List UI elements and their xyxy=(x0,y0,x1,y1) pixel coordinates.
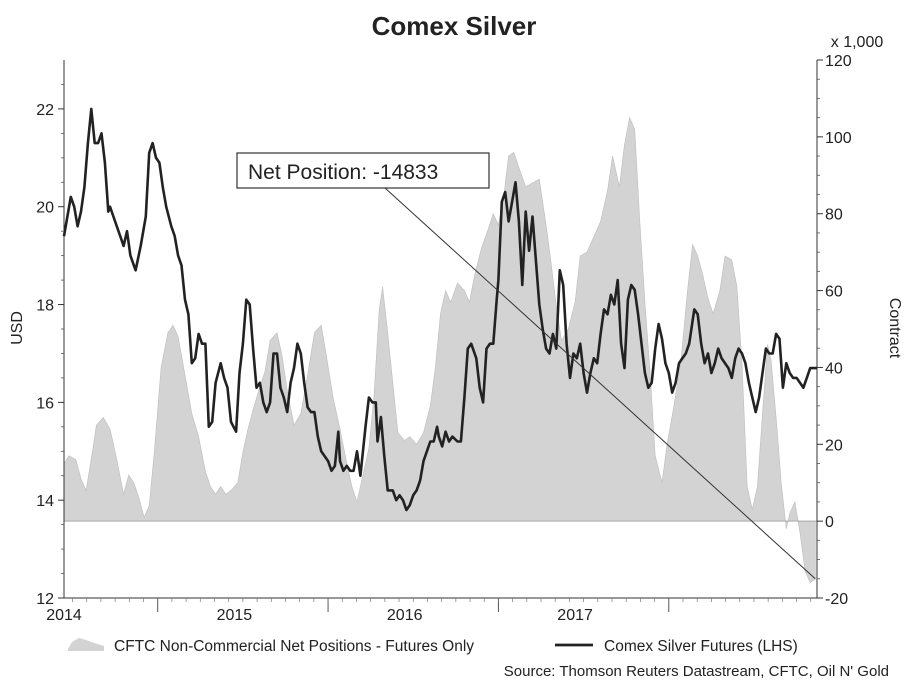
left-tick-label: 14 xyxy=(36,493,54,510)
right-tick-label: 20 xyxy=(825,437,843,454)
x-tick-label: 2017 xyxy=(557,607,593,624)
right-tick-label: 40 xyxy=(825,360,843,377)
net-positions-area-layer xyxy=(63,116,817,584)
chart-title: Comex Silver xyxy=(372,11,537,41)
legend: CFTC Non-Commercial Net Positions - Futu… xyxy=(68,638,798,655)
left-tick-label: 18 xyxy=(36,298,54,315)
right-tick-label: 120 xyxy=(825,53,852,70)
left-axis-title: USD xyxy=(9,311,26,345)
source-note: Source: Thomson Reuters Datastream, CFTC… xyxy=(504,663,889,680)
right-tick-label: 100 xyxy=(825,130,852,147)
legend-area-swatch xyxy=(68,638,104,651)
right-tick-label: 80 xyxy=(825,207,843,224)
annotation-box: Net Position: -14833 xyxy=(236,152,490,189)
right-tick-label: 0 xyxy=(825,514,834,531)
legend-net-positions: CFTC Non-Commercial Net Positions - Futu… xyxy=(114,638,474,655)
legend-silver-futures: Comex Silver Futures (LHS) xyxy=(604,638,798,655)
right-tick-label: 60 xyxy=(825,284,843,301)
left-tick-label: 20 xyxy=(36,200,54,217)
trend-line xyxy=(384,187,816,580)
axis-ticks: 12 14 16 18 20 22 -20 0 20 40 60 80 100 120 2014 2015 20… xyxy=(36,53,852,624)
right-axis-title: Contract xyxy=(886,298,903,359)
silver-price-line-layer xyxy=(62,107,817,512)
annotation-text: Net Position: -14833 xyxy=(248,161,438,184)
x-tick-label: 2015 xyxy=(217,607,253,624)
x-tick-label: 2014 xyxy=(46,607,82,624)
left-tick-label: 16 xyxy=(36,395,54,412)
net-positions-area xyxy=(63,116,816,584)
left-tick-label: 12 xyxy=(36,591,54,608)
right-axis-unit-label: x 1,000 xyxy=(831,34,884,51)
silver-price-line xyxy=(62,107,817,512)
x-tick-label: 2016 xyxy=(387,607,423,624)
left-tick-label: 22 xyxy=(36,102,54,119)
right-tick-label: -20 xyxy=(825,591,848,608)
